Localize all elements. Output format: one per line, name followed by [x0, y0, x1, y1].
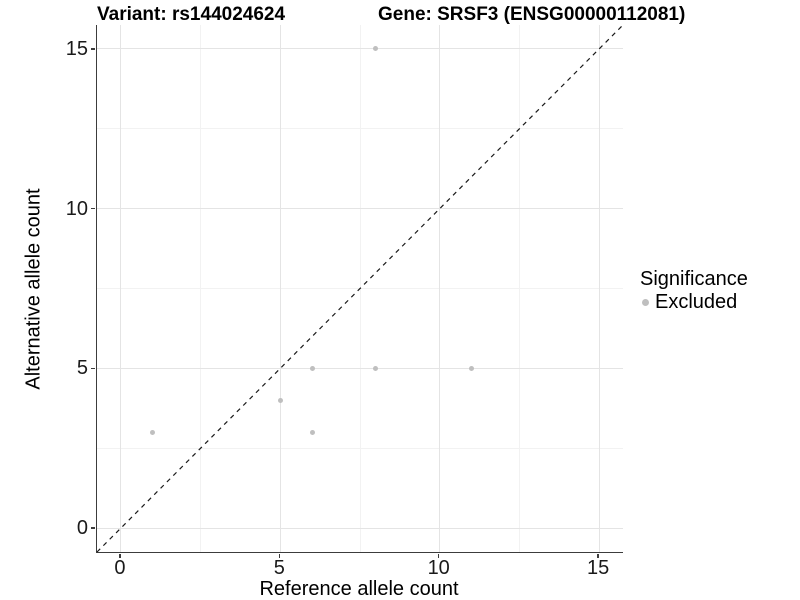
plot-title-variant: Variant: rs144024624	[97, 4, 286, 25]
x-tick-label: 5	[273, 557, 285, 579]
legend-item: Excluded	[640, 291, 748, 314]
y-tick-mark	[90, 527, 95, 529]
data-point	[373, 365, 379, 371]
x-tick-label: 15	[586, 557, 610, 579]
x-tick-mark	[597, 553, 599, 558]
y-tick-mark	[90, 48, 95, 50]
data-point	[469, 365, 475, 371]
x-tick-mark	[119, 553, 121, 558]
y-tick-label: 15	[65, 37, 88, 60]
legend-item-label: Excluded	[655, 291, 738, 313]
legend-items: Excluded	[640, 291, 748, 314]
identity-reference-line	[96, 24, 624, 553]
x-tick-mark	[437, 553, 440, 558]
x-axis-title: Reference allele count	[259, 578, 459, 600]
y-tick-label: 0	[76, 517, 88, 540]
data-point	[277, 397, 283, 403]
data-point	[309, 429, 315, 435]
legend-key-dot	[642, 299, 649, 306]
y-tick-mark	[90, 207, 95, 210]
data-point	[150, 429, 156, 435]
y-tick-label: 5	[76, 357, 88, 380]
x-tick-mark	[278, 553, 281, 558]
x-tick-label: 10	[427, 557, 450, 579]
legend-title: Significance	[640, 268, 748, 290]
data-point	[373, 46, 379, 52]
y-tick-label: 10	[65, 197, 88, 220]
y-tick-mark	[90, 367, 95, 370]
plot-panel	[96, 24, 624, 553]
legend: Significance Excluded	[640, 268, 748, 314]
y-axis-title: Alternative allele count	[22, 188, 45, 390]
data-point	[309, 365, 315, 371]
x-tick-label: 0	[114, 557, 126, 579]
plot-title-gene: Gene: SRSF3 (ENSG00000112081)	[378, 4, 686, 25]
